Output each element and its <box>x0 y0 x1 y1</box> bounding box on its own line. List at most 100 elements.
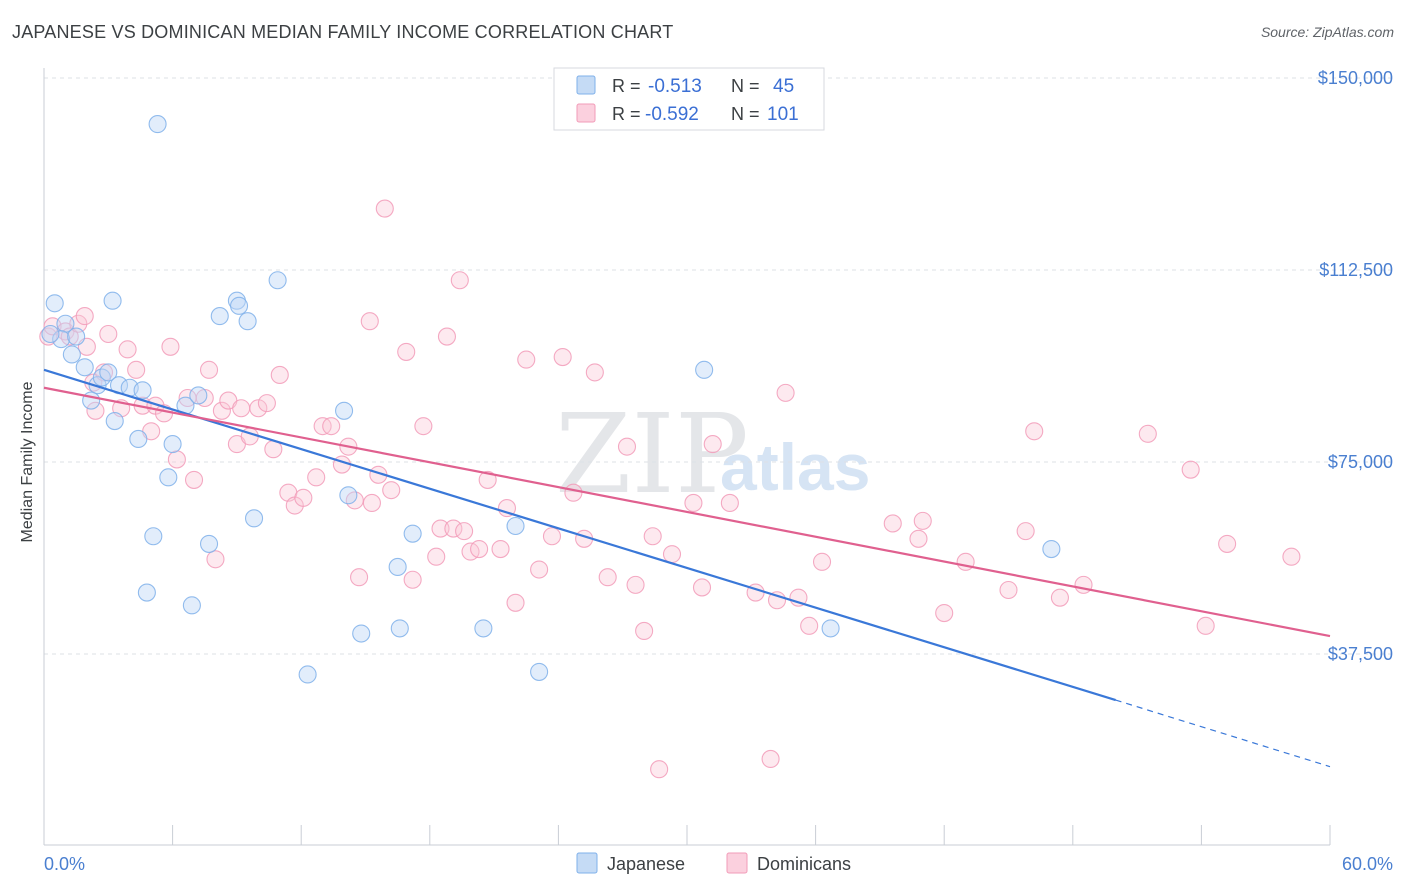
dominicans-point-56 <box>450 271 469 290</box>
trend-lines <box>43 368 1331 768</box>
dominicans-point-73 <box>626 575 645 594</box>
japanese-point-35 <box>388 557 407 577</box>
legend-label-japanese: Japanese <box>607 854 685 874</box>
stats-n-label-japanese: N = <box>731 76 760 96</box>
dominicans-point-71 <box>598 568 617 587</box>
dominicans-point-75 <box>643 527 662 546</box>
stats-n-label-dominicans: N = <box>731 104 760 124</box>
stats-r-label-japanese: R = <box>612 76 641 96</box>
source-label: Source: ZipAtlas.com <box>1260 24 1394 40</box>
dominicans-point-44 <box>362 493 381 513</box>
japanese-point-32 <box>335 401 354 420</box>
japanese-point-42 <box>821 619 840 638</box>
japanese-point-30 <box>244 509 264 528</box>
japanese-point-33 <box>339 486 358 505</box>
stats-n-value-dominicans: 101 <box>767 104 799 125</box>
japanese-point-18 <box>159 468 178 487</box>
dominicans-point-80 <box>703 435 722 454</box>
dominicans-point-90 <box>909 529 928 548</box>
japanese-point-26 <box>144 527 163 546</box>
dominicans-point-87 <box>800 616 819 635</box>
japanese-point-40 <box>530 662 549 681</box>
dominicans-point-21 <box>184 470 204 489</box>
x-tick-label-min: 0.0% <box>44 854 85 874</box>
japanese-point-41 <box>695 360 714 379</box>
stats-r-value-japanese: -0.513 <box>648 76 702 97</box>
stats-r-label-dominicans: R = <box>612 104 641 124</box>
dominicans-point-72 <box>617 437 637 456</box>
y-axis-label: Median Family Income <box>19 381 36 542</box>
stats-swatch-dominicans <box>576 103 596 123</box>
japanese-point-16 <box>148 115 167 134</box>
japanese-point-27 <box>199 534 219 553</box>
japanese-point-4 <box>67 327 86 346</box>
dominicans-point-76 <box>650 760 669 779</box>
dominicans-point-92 <box>935 603 954 623</box>
japanese-point-44 <box>41 324 60 344</box>
dominicans-point-78 <box>684 493 703 513</box>
dominicans-point-101 <box>1196 616 1215 635</box>
dominicans-point-67 <box>553 347 572 367</box>
dominicans-point-49 <box>397 342 416 361</box>
japanese-point-3 <box>62 345 81 364</box>
dominicans-point-98 <box>1074 575 1093 594</box>
dominicans-point-23 <box>199 360 219 379</box>
dominicans-point-64 <box>517 350 536 369</box>
dominicans-point-89 <box>883 514 902 533</box>
dominicans-point-48 <box>382 481 401 500</box>
dominicans-point-70 <box>585 363 604 382</box>
dominicans-point-55 <box>444 519 463 538</box>
japanese-point-2 <box>52 330 71 349</box>
chart-title: JAPANESE VS DOMINICAN MEDIAN FAMILY INCO… <box>12 22 674 42</box>
japanese-point-28 <box>137 583 156 602</box>
dominicans-point-85 <box>776 383 795 402</box>
dominicans-point-30 <box>249 399 268 418</box>
dominicans-trend-line <box>43 386 1331 638</box>
dominicans-point-59 <box>470 539 489 559</box>
japanese-point-24 <box>238 312 257 331</box>
japanese-point-8 <box>99 363 118 382</box>
japanese-point-43 <box>1042 539 1061 559</box>
legend-label-dominicans: Dominicans <box>757 854 851 874</box>
dominicans-point-6 <box>75 307 94 326</box>
stats-n-value-japanese: 45 <box>773 76 794 97</box>
japanese-point-21 <box>210 307 229 326</box>
japanese-point-11 <box>105 411 124 431</box>
japanese-point-12 <box>103 291 122 310</box>
dominicans-point-43 <box>350 568 369 587</box>
dominicans-point-66 <box>542 527 562 546</box>
dominicans-point-91 <box>913 511 932 530</box>
dominicans-point-28 <box>232 399 251 418</box>
japanese-point-36 <box>390 619 409 638</box>
dominicans-point-47 <box>375 199 394 218</box>
dominicans-point-65 <box>530 560 549 579</box>
dominicans-point-77 <box>662 545 682 564</box>
japanese-point-25 <box>268 271 287 290</box>
stats-box-frame <box>553 67 825 131</box>
japanese-point-0 <box>45 294 64 313</box>
japanese-point-39 <box>506 516 525 536</box>
stats-swatch-japanese <box>576 75 596 95</box>
dominicans-point-33 <box>270 365 289 385</box>
grid <box>44 77 1392 655</box>
dominicans-point-57 <box>455 522 474 541</box>
y-tick-label-0: $37,500 <box>1328 644 1393 664</box>
legend-swatch-dominicans <box>726 852 748 874</box>
dominicans-point-25 <box>212 401 231 420</box>
dominicans-point-74 <box>635 621 654 641</box>
dominicans-point-19 <box>167 450 186 469</box>
dominicans-point-18 <box>161 337 180 356</box>
dominicans-point-96 <box>1025 422 1044 441</box>
japanese-point-23 <box>229 296 249 315</box>
dominicans-point-24 <box>206 550 225 569</box>
dominicans-point-68 <box>564 483 583 502</box>
x-tick-label-max: 60.0% <box>1342 854 1393 874</box>
dominicans-point-103 <box>1282 547 1301 566</box>
dominicans-point-60 <box>478 470 497 489</box>
watermark: ZIP atlas <box>555 390 870 518</box>
y-tick-label-1: $75,000 <box>1328 452 1393 472</box>
japanese-point-34 <box>352 624 371 643</box>
stats-box: R = -0.513 N = 45 R = -0.592 N = 101 <box>553 67 825 131</box>
japanese-points <box>41 115 1061 684</box>
